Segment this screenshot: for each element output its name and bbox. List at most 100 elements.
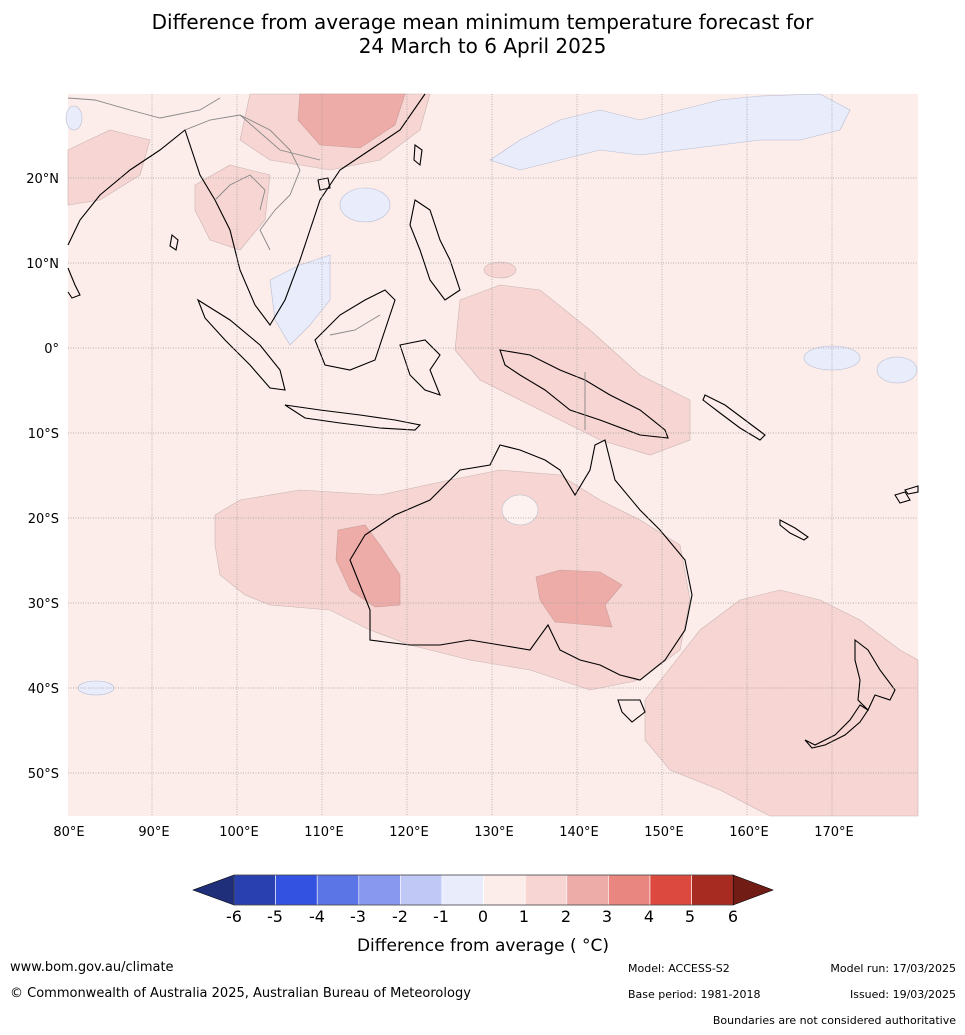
colorbar: -6 -5 -4 -3 -2 -1 0 1 2 3 4 5 6 Differen… bbox=[192, 874, 774, 956]
colorbar-tick-minus-2: -2 bbox=[392, 907, 408, 926]
coastline-asia-mainland bbox=[67, 93, 426, 326]
anomaly-minus-1-0-regions bbox=[65, 93, 918, 696]
coastline-taiwan bbox=[413, 143, 423, 167]
lon-tick-110e: 110°E bbox=[304, 825, 344, 840]
lon-tick-170e: 170°E bbox=[814, 825, 854, 840]
footer-model: Model: ACCESS-S2 bbox=[628, 962, 730, 975]
footer-issued: Issued: 19/03/2025 bbox=[849, 988, 956, 1001]
lat-tick-50s: 50°S bbox=[28, 767, 59, 782]
coastline-java bbox=[284, 404, 422, 431]
footer-url[interactable]: www.bom.gov.au/climate bbox=[10, 960, 174, 975]
colorbar-tick-minus-6: -6 bbox=[226, 907, 242, 926]
colorbar-swatch bbox=[524, 874, 568, 906]
coastline-fiji bbox=[894, 485, 919, 504]
colorbar-tick-6: 6 bbox=[728, 907, 738, 926]
coastline-sumatra bbox=[196, 298, 286, 391]
lon-tick-100e: 100°E bbox=[219, 825, 259, 840]
lon-tick-130e: 130°E bbox=[474, 825, 514, 840]
colorbar-tick-3: 3 bbox=[602, 907, 612, 926]
lon-tick-120e: 120°E bbox=[389, 825, 429, 840]
colorbar-tick-minus-4: -4 bbox=[309, 907, 325, 926]
footer-disclaimer: Boundaries are not considered authoritat… bbox=[712, 1014, 956, 1027]
cool-region-south-china-sea bbox=[269, 254, 331, 346]
anomaly-region-philippine-sea bbox=[483, 261, 517, 279]
coastline-new-zealand-north bbox=[854, 638, 896, 711]
border-china-coast bbox=[239, 114, 321, 161]
colorbar-tick-minus-5: -5 bbox=[267, 907, 283, 926]
anomaly-region-central-australia bbox=[535, 569, 623, 628]
coastline-sri-lanka bbox=[169, 233, 179, 251]
lat-tick-20n: 20°N bbox=[26, 172, 59, 187]
anomaly-2-3-regions bbox=[297, 93, 623, 628]
anomaly-region-new-guinea bbox=[454, 284, 691, 456]
lat-tick-30s: 30°S bbox=[28, 597, 59, 612]
coastline-new-caledonia bbox=[779, 519, 809, 541]
colorbar-outline bbox=[233, 874, 734, 906]
colorbar-tick-0: 0 bbox=[478, 907, 488, 926]
colorbar-swatches bbox=[192, 874, 774, 906]
cool-region-bay-of-bengal bbox=[65, 105, 83, 131]
map-panel bbox=[65, 93, 919, 817]
cool-region-east-pacific bbox=[876, 356, 918, 384]
colorbar-tick-2: 2 bbox=[561, 907, 571, 926]
gridlines bbox=[68, 94, 918, 816]
colorbar-swatch bbox=[441, 874, 484, 906]
lon-tick-160e: 160°E bbox=[729, 825, 769, 840]
footer-model-run: Model run: 17/03/2025 bbox=[830, 962, 956, 975]
colorbar-swatch bbox=[649, 874, 692, 906]
map-title-line-1: Difference from average mean minimum tem… bbox=[151, 10, 814, 34]
colorbar-tick-4: 4 bbox=[644, 907, 654, 926]
colorbar-swatch bbox=[233, 874, 276, 906]
lon-tick-140e: 140°E bbox=[559, 825, 599, 840]
colorbar-label: Difference from average ( °C) bbox=[357, 936, 609, 956]
colorbar-tick-minus-3: -3 bbox=[350, 907, 366, 926]
lat-tick-labels: 20°N 10°N 0° 10°S 20°S 30°S 40°S 50°S bbox=[26, 172, 59, 782]
lat-tick-10n: 10°N bbox=[26, 257, 59, 272]
lat-tick-20s: 20°S bbox=[28, 512, 59, 527]
coastline-australia bbox=[349, 439, 693, 681]
coastline-hainan bbox=[317, 177, 331, 191]
map-title-line-2: 24 March to 6 April 2025 bbox=[358, 34, 607, 58]
colorbar-swatch bbox=[691, 874, 734, 906]
cool-region-luzon-strait bbox=[339, 187, 391, 223]
anomaly-region-southern-china bbox=[297, 93, 406, 149]
colorbar-swatch bbox=[400, 874, 443, 906]
cool-region-north-pacific bbox=[489, 93, 851, 171]
anomaly-region-india-east bbox=[67, 129, 151, 206]
colorbar-swatch bbox=[483, 874, 526, 906]
lon-tick-80e: 80°E bbox=[53, 825, 84, 840]
border-himalaya bbox=[67, 97, 221, 119]
coastline-india-west bbox=[67, 267, 81, 299]
footer-base-period: Base period: 1981-2018 bbox=[628, 988, 761, 1001]
coastline-philippines bbox=[409, 199, 461, 301]
coastline-borneo bbox=[314, 289, 396, 371]
colorbar-swatch bbox=[358, 874, 401, 906]
anomaly-1-2-regions bbox=[67, 93, 919, 817]
colorbar-extend-high bbox=[732, 874, 774, 906]
borders bbox=[67, 97, 586, 430]
colorbar-swatch bbox=[275, 874, 318, 906]
border-myanmar bbox=[214, 174, 266, 211]
colorbar-tick-minus-1: -1 bbox=[433, 907, 449, 926]
lon-tick-150e: 150°E bbox=[644, 825, 684, 840]
coastline-tasmania bbox=[617, 699, 646, 723]
coastline-solomon-islands bbox=[702, 394, 766, 441]
forecast-map: 80°E 90°E 100°E 110°E 120°E 130°E 140°E … bbox=[26, 93, 919, 956]
lat-tick-0: 0° bbox=[44, 342, 59, 357]
coastlines bbox=[67, 93, 919, 749]
coastline-new-guinea bbox=[499, 349, 669, 439]
colorbar-swatch bbox=[316, 874, 360, 906]
footer-copyright: © Commonwealth of Australia 2025, Austra… bbox=[10, 986, 471, 1001]
colorbar-swatch bbox=[608, 874, 651, 906]
colorbar-swatch bbox=[566, 874, 609, 906]
colorbar-tick-labels: -6 -5 -4 -3 -2 -1 0 1 2 3 4 5 6 bbox=[226, 907, 738, 926]
cool-region-coast bbox=[501, 494, 539, 526]
lon-tick-90e: 90°E bbox=[138, 825, 169, 840]
colorbar-tick-1: 1 bbox=[519, 907, 529, 926]
colorbar-tick-5: 5 bbox=[685, 907, 695, 926]
colorbar-extend-low bbox=[192, 874, 235, 906]
coastline-new-zealand-south bbox=[804, 704, 869, 749]
lat-tick-40s: 40°S bbox=[28, 682, 59, 697]
border-borneo bbox=[329, 314, 381, 336]
border-indochina bbox=[184, 114, 301, 251]
